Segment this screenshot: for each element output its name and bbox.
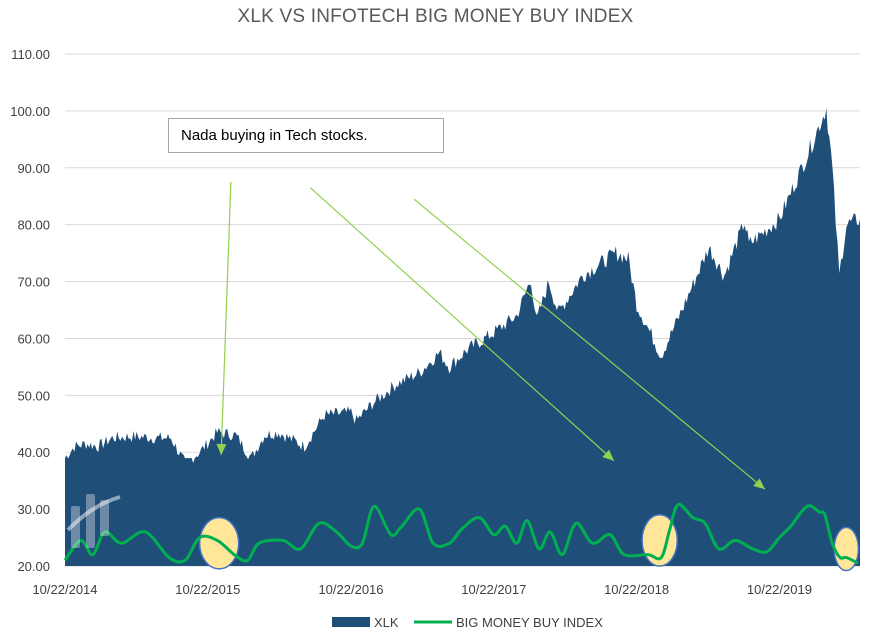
highlight-ellipses: [198, 514, 860, 572]
annotation-arrow-line: [220, 181, 232, 456]
x-tick-label: 10/22/2015: [175, 582, 240, 597]
annotation-arrow-head: [753, 478, 765, 490]
annotation-arrow-head: [602, 449, 614, 461]
y-tick-label: 30.00: [17, 502, 50, 517]
y-tick-label: 100.00: [10, 104, 50, 119]
big-money-line: [63, 502, 859, 565]
big-money-line-series: [63, 502, 859, 565]
x-tick-label: 10/22/2017: [461, 582, 526, 597]
y-tick-label: 110.00: [11, 47, 50, 62]
annotation-arrow-line: [413, 198, 766, 490]
annotation-arrow-head: [216, 443, 227, 456]
x-tick-label: 10/22/2018: [604, 582, 669, 597]
y-tick-label: 60.00: [17, 331, 50, 346]
x-tick-label: 10/22/2016: [318, 582, 383, 597]
highlight-ellipse: [833, 526, 860, 572]
highlight-ellipse: [641, 514, 679, 567]
y-axis-ticks: 20.00 30.00 40.00 50.00 60.00 70.00 80.00 90.00…: [10, 47, 50, 574]
x-tick-label: 10/22/2014: [32, 582, 97, 597]
chart-title: XLK VS INFOTECH BIG MONEY BUY INDEX: [237, 6, 634, 27]
legend-swatch-xlk: [332, 617, 370, 627]
y-tick-label: 90.00: [17, 161, 50, 176]
x-tick-label: 10/22/2019: [747, 582, 812, 597]
watermark-logo-icon: [66, 494, 121, 548]
y-tick-label: 80.00: [17, 218, 50, 233]
y-tick-label: 40.00: [17, 445, 50, 460]
annotation-arrows: [216, 181, 766, 490]
legend: XLK BIG MONEY BUY INDEX: [332, 615, 603, 630]
legend-label-big-money: BIG MONEY BUY INDEX: [456, 615, 603, 630]
annotation-arrow-line: [309, 187, 615, 462]
y-tick-label: 70.00: [17, 275, 50, 290]
xlk-area-series: [65, 108, 860, 566]
annotation-callout: Nada buying in Tech stocks.: [168, 118, 444, 153]
y-tick-label: 50.00: [17, 388, 50, 403]
x-axis-ticks: 10/22/2014 10/22/2015 10/22/2016 10/22/2017…: [32, 582, 811, 597]
legend-label-xlk: XLK: [374, 615, 399, 630]
xlk-area: [65, 108, 860, 566]
y-tick-label: 20.00: [17, 559, 50, 574]
